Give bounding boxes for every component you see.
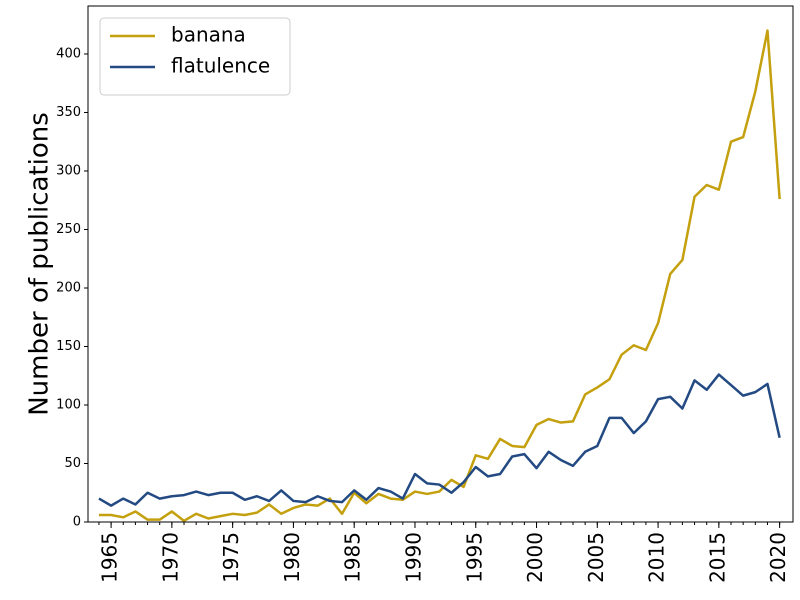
x-tick-label: 1985 xyxy=(341,532,365,583)
x-tick-label: 2000 xyxy=(523,532,547,583)
y-tick-label: 0 xyxy=(73,515,81,530)
x-tick-label: 1990 xyxy=(401,532,425,583)
y-tick-label: 350 xyxy=(56,105,81,120)
plot-frame xyxy=(87,5,794,523)
y-tick-label: 150 xyxy=(56,339,81,354)
y-tick-label: 250 xyxy=(56,222,81,237)
x-tick-label: 2010 xyxy=(645,532,669,583)
x-tick-label: 2020 xyxy=(766,532,790,583)
y-tick-label: 300 xyxy=(56,163,81,178)
y-axis-label: Number of publications xyxy=(25,112,55,416)
x-tick-label: 1975 xyxy=(219,532,243,583)
x-tick-label: 1965 xyxy=(98,532,122,583)
x-tick-label: 1970 xyxy=(158,532,182,583)
line xyxy=(98,373,781,507)
line xyxy=(98,29,781,523)
x-tick-label: 2005 xyxy=(584,532,608,583)
y-tick-label: 50 xyxy=(64,456,81,471)
legend-label: banana xyxy=(171,23,246,47)
y-tick-label: 400 xyxy=(56,46,81,61)
y-tick-label: 200 xyxy=(56,280,81,295)
y-tick-label: 100 xyxy=(56,397,81,412)
x-tick-label: 2015 xyxy=(705,532,729,583)
x-tick-label: 1995 xyxy=(462,532,486,583)
x-tick-label: 1980 xyxy=(280,532,304,583)
legend-label: flatulence xyxy=(171,54,270,78)
